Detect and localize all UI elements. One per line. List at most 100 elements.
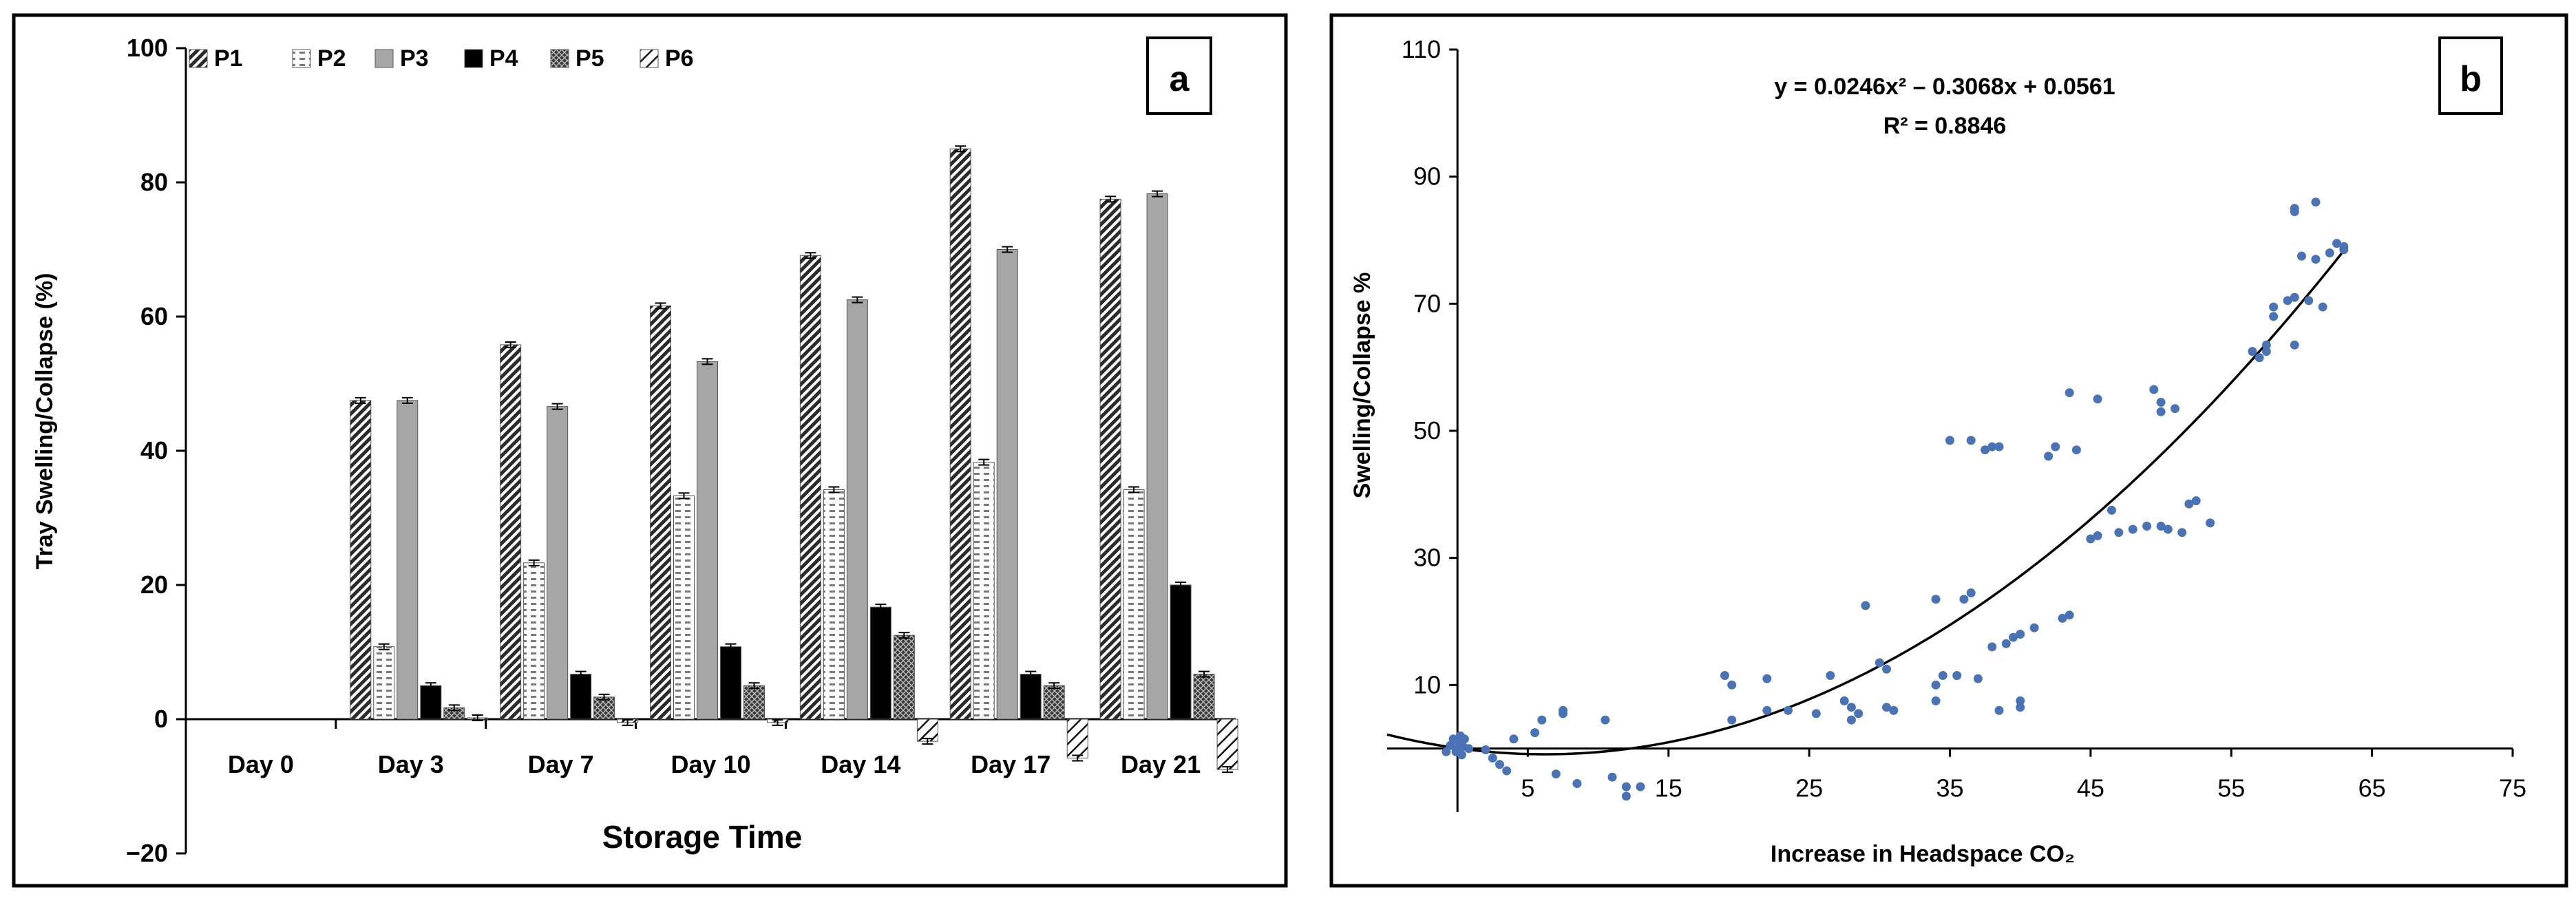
bar-p4 [570, 674, 592, 720]
panel-b-y-axis-title: Swelling/Collapse % [1349, 273, 1375, 499]
panel-b-letter: b [2460, 59, 2482, 99]
data-point [2290, 340, 2299, 350]
data-point [2261, 347, 2271, 356]
data-point [2156, 398, 2166, 407]
data-point [2332, 239, 2341, 248]
bar-p4 [869, 606, 891, 720]
data-point [2065, 610, 2074, 620]
data-point [2171, 404, 2179, 414]
bar-p5 [743, 685, 765, 720]
data-point [2261, 340, 2271, 350]
panel-b-equation: y = 0.0246x² – 0.3068x + 0.0561 [1774, 74, 2115, 100]
bar-p2 [523, 562, 545, 720]
bar-p6 [1216, 718, 1238, 770]
data-point [1621, 782, 1631, 791]
data-point [2311, 198, 2321, 207]
bar-p6 [916, 718, 938, 742]
data-point [2009, 632, 2018, 642]
legend-swatch-p3 [374, 49, 394, 68]
data-point [1762, 674, 1772, 683]
bar-p1 [1099, 198, 1121, 720]
data-point [2255, 353, 2264, 363]
data-point [2184, 499, 2194, 509]
data-point [1457, 750, 1466, 760]
x-tick-label: 55 [2217, 774, 2245, 802]
data-point [2016, 703, 2025, 712]
bar-p4 [1020, 674, 1042, 720]
legend-swatch-p2 [292, 49, 311, 68]
panel-a-y-axis-title: Tray Swelling/Collapse (%) [32, 273, 58, 570]
data-point [1464, 744, 1473, 754]
bar-p2 [373, 646, 395, 720]
legend-label-p2: P2 [317, 45, 346, 72]
data-point [2016, 696, 2025, 705]
data-point [2325, 248, 2334, 257]
data-point [1509, 734, 1519, 744]
y-tick-label: 80 [140, 168, 168, 196]
panel-b-scatter-points [1442, 198, 2349, 801]
data-point [1966, 436, 1976, 445]
bar-p2 [673, 495, 695, 720]
data-point [1945, 436, 1954, 445]
bar-p4 [1170, 584, 1192, 720]
data-point [1931, 680, 1941, 690]
data-point [1981, 445, 1990, 455]
data-point [1488, 754, 1497, 763]
x-tick-label: 65 [2358, 774, 2386, 802]
x-tick-label: 5 [1521, 774, 1534, 802]
data-point [1537, 715, 1547, 725]
data-point [1889, 705, 1899, 715]
bar-p5 [593, 696, 615, 720]
data-point [1882, 664, 1891, 674]
y-tick-label: −20 [126, 839, 168, 867]
data-point [2290, 204, 2299, 213]
bar-p3 [547, 406, 569, 720]
x-tick-label: 15 [1655, 774, 1682, 802]
bar-p4 [420, 685, 442, 720]
data-point [1572, 779, 1582, 788]
legend-label-p3: P3 [400, 45, 429, 72]
data-point [1846, 703, 1856, 712]
y-tick-label: 100 [127, 34, 168, 62]
category-label: Day 10 [671, 750, 750, 778]
data-point [1931, 595, 1941, 604]
bar-p2 [823, 489, 845, 720]
data-point [1727, 715, 1737, 725]
bar-p1 [650, 305, 671, 720]
data-point [2311, 255, 2321, 264]
data-point [1882, 703, 1891, 712]
x-tick-label: 35 [1936, 774, 1963, 802]
panel-a-bars [350, 145, 1238, 774]
bar-p5 [893, 635, 915, 720]
panel-a-letter: a [1170, 59, 1190, 99]
data-point [1784, 705, 1793, 715]
data-point [2001, 639, 2011, 648]
category-label: Day 21 [1121, 750, 1201, 778]
data-point [2163, 524, 2173, 534]
panel-b-r-squared: R² = 0.8846 [1883, 113, 2007, 139]
data-point [2016, 630, 2025, 639]
bar-p1 [500, 344, 522, 720]
data-point [1952, 671, 1962, 680]
panel-b-label-box: b [2438, 36, 2503, 115]
data-point [1959, 595, 1969, 604]
data-point [2029, 623, 2039, 632]
data-point [2156, 522, 2166, 531]
legend-swatch-p1 [189, 49, 208, 68]
data-point [2114, 528, 2124, 537]
data-point [2093, 531, 2102, 540]
trendline [1386, 250, 2345, 756]
data-point [2058, 613, 2067, 623]
data-point [1938, 671, 1947, 680]
data-point [1875, 658, 1884, 668]
data-point [1502, 766, 1512, 776]
category-label: Day 0 [228, 750, 294, 778]
data-point [1846, 715, 1856, 725]
bar-p3 [1146, 193, 1168, 720]
data-point [1839, 696, 1849, 705]
data-point [2248, 347, 2257, 356]
data-point [2128, 524, 2137, 534]
data-point [2156, 407, 2166, 416]
panel-a-axes: −20 0 20 40 60 80 100 Day 0 Day 3 Day 7 Day 10 Day … [126, 34, 1237, 867]
